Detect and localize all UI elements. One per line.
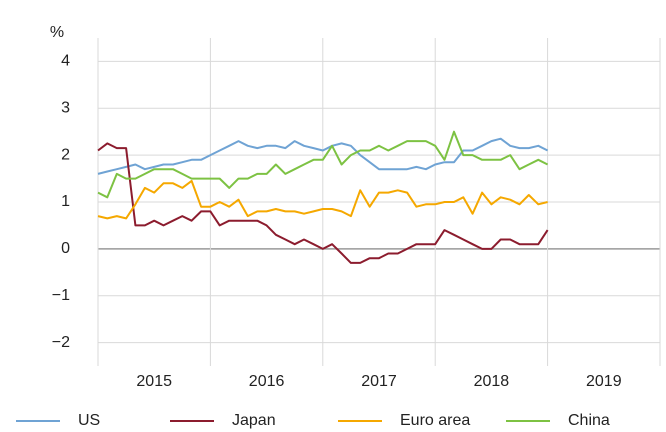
series-line: [97, 179, 548, 220]
legend-label: Japan: [232, 412, 276, 429]
x-tick-label: 2018: [474, 373, 510, 390]
y-tick-label: 0: [61, 240, 70, 257]
x-tick-label: 2017: [361, 373, 397, 390]
x-tick-label: 2019: [586, 373, 622, 390]
y-tick-label: −2: [52, 334, 70, 351]
x-tick-label: 2015: [136, 373, 172, 390]
y-tick-label: 2: [61, 146, 70, 163]
series-line: [97, 142, 549, 264]
series-line: [97, 137, 549, 175]
y-tick-label: 4: [61, 53, 70, 70]
series-line: [97, 130, 549, 199]
y-tick-label: 1: [61, 193, 70, 210]
y-tick-label: 3: [61, 100, 70, 117]
y-unit: %: [50, 24, 64, 41]
y-tick-label: −1: [52, 287, 70, 304]
legend-label: US: [78, 412, 100, 429]
legend-label: China: [568, 412, 610, 429]
x-tick-label: 2016: [249, 373, 285, 390]
legend-label: Euro area: [400, 412, 470, 429]
